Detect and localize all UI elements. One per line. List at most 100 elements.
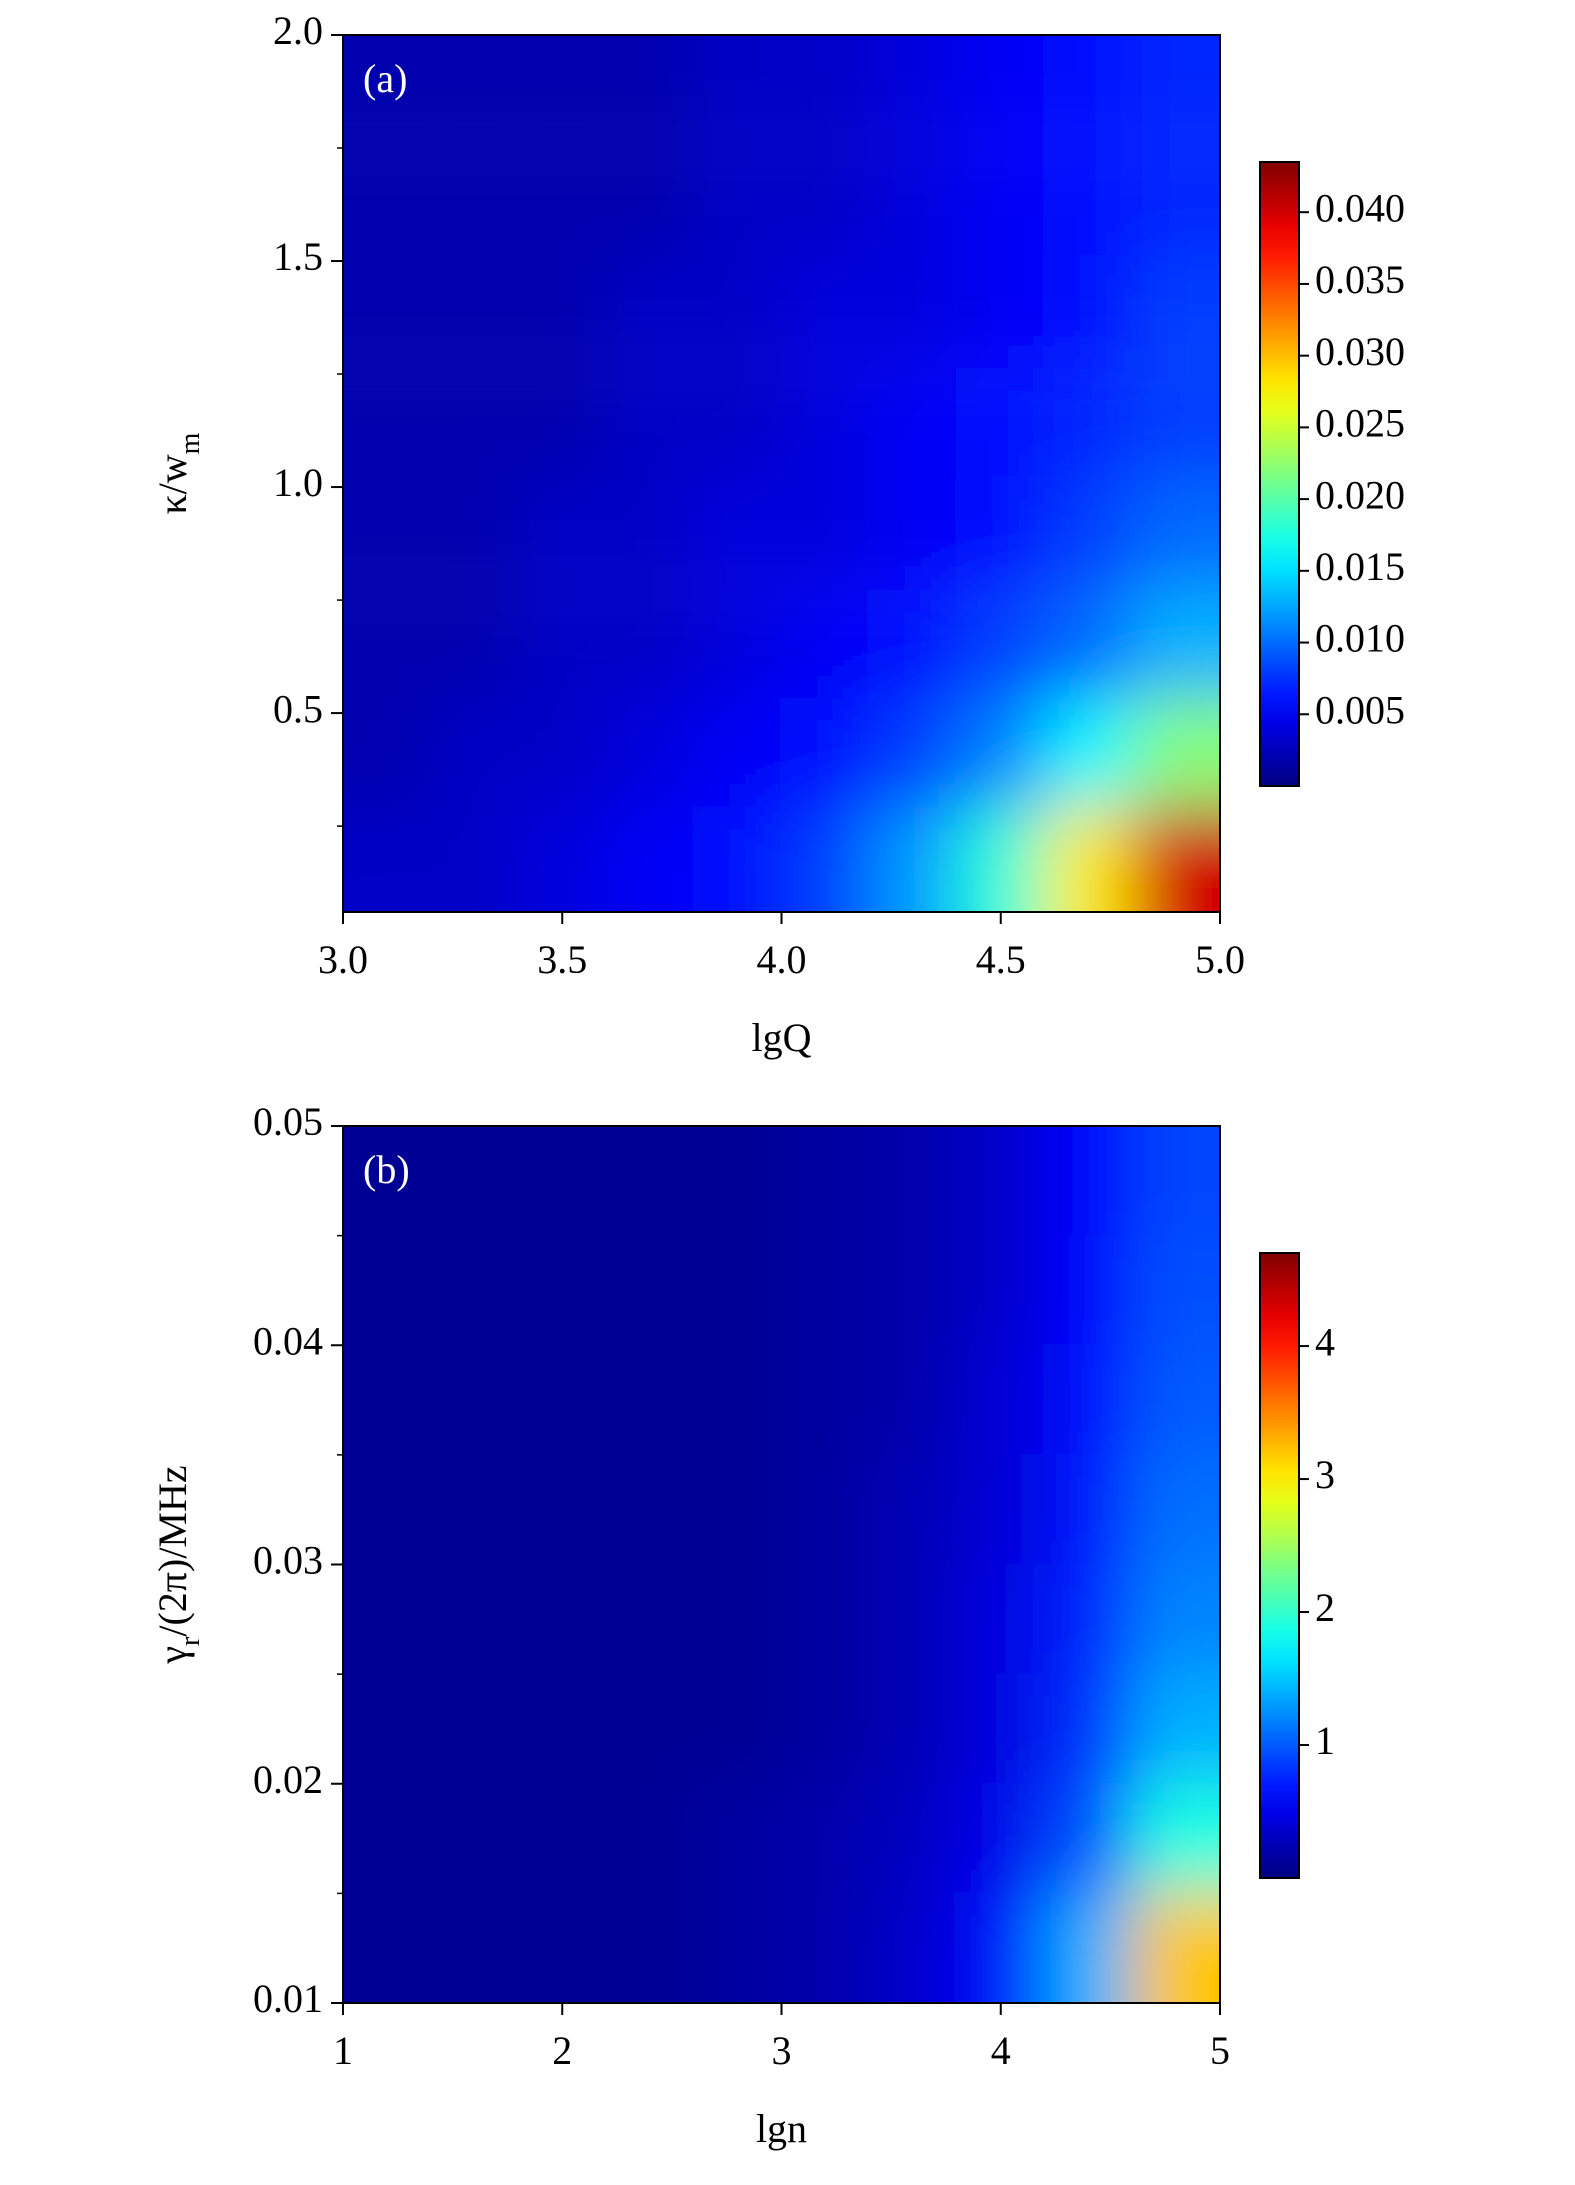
heatmap-cell: [868, 1344, 958, 1456]
heatmap-cell: [1043, 476, 1134, 589]
heatmap-cell: [343, 1453, 432, 1566]
heatmap-cell: [868, 254, 958, 367]
heatmap-cell: [343, 1344, 432, 1456]
heatmap-cell: [955, 1892, 1046, 2003]
y-tick-label: 2.0: [273, 8, 323, 53]
heatmap-cell: [1043, 146, 1134, 259]
heatmap-cell: [1131, 476, 1220, 589]
heatmap-cell: [1131, 1126, 1220, 1237]
heatmap-cell: [868, 1234, 958, 1347]
y-axis-label-part: r: [175, 1636, 206, 1646]
x-tick-label: 3.0: [318, 937, 368, 982]
heatmap-cell: [780, 1892, 871, 2003]
heatmap-cell: [343, 1126, 432, 1237]
heatmap-cell: [517, 1453, 608, 1566]
heatmap-cell: [1131, 1344, 1220, 1456]
heatmap-cell: [780, 35, 871, 146]
heatmap-cell: [1131, 1563, 1220, 1676]
heatmap-cell: [780, 367, 871, 480]
heatmap-cell: [955, 1344, 1046, 1456]
heatmap-cell: [605, 806, 695, 912]
heatmap-cell: [955, 1563, 1046, 1676]
heatmap-cell: [1131, 254, 1220, 367]
heatmap-cell: [1043, 806, 1134, 912]
heatmap-cell: [429, 1673, 520, 1785]
colorbar-tick-label: 0.040: [1315, 185, 1405, 230]
heatmap-cell: [1043, 1673, 1134, 1785]
heatmap-cell: [517, 1673, 608, 1785]
heatmap-cell: [343, 367, 432, 480]
heatmap-cell: [605, 1453, 695, 1566]
heatmap-cell: [343, 476, 432, 589]
y-axis-label-part: /(2π)/MHz: [150, 1465, 195, 1636]
colorbar-tick-label: 0.015: [1315, 544, 1405, 589]
heatmap-cell: [517, 367, 608, 480]
heatmap-cell: [429, 1892, 520, 2003]
heatmap-cell: [1043, 1344, 1134, 1456]
heatmap-cell: [429, 476, 520, 589]
x-tick-label: 4.5: [976, 937, 1026, 982]
heatmap-cell: [1043, 589, 1134, 702]
heatmap-cell: [1131, 1673, 1220, 1785]
heatmap-cell: [517, 1782, 608, 1895]
heatmap-cell: [343, 806, 432, 912]
heatmap-cell: [1043, 1234, 1134, 1347]
heatmap-cell: [343, 254, 432, 367]
heatmap-cell: [1043, 1453, 1134, 1566]
heatmap-cell: [429, 1563, 520, 1676]
heatmap-cell: [780, 1453, 871, 1566]
heatmap-cell: [780, 254, 871, 367]
x-tick-label: 3: [772, 2028, 792, 2073]
colorbar: [1259, 161, 1300, 787]
heatmap-cell: [692, 1782, 783, 1895]
heatmap-cell: [1131, 1892, 1220, 2003]
heatmap-cell: [955, 476, 1046, 589]
heatmap-cell: [868, 1673, 958, 1785]
colorbar-tick-label: 2: [1315, 1585, 1335, 1630]
heatmap-cell: [1131, 806, 1220, 912]
heatmap-cell: [955, 254, 1046, 367]
heatmap-cell: [1131, 146, 1220, 259]
heatmap-cell: [343, 146, 432, 259]
heatmap-cell: [868, 1892, 958, 2003]
heatmap-cell: [868, 589, 958, 702]
heatmap-cell: [1131, 1234, 1220, 1347]
heatmap-cell: [1043, 367, 1134, 480]
heatmap-cell: [429, 367, 520, 480]
heatmap: [343, 35, 1220, 912]
y-axis-label-part: γ: [150, 1646, 195, 1665]
heatmap-cell: [692, 1563, 783, 1676]
colorbar: [1259, 1252, 1300, 1879]
heatmap-cell: [692, 1234, 783, 1347]
heatmap-cell: [780, 697, 871, 810]
heatmap-cell: [692, 806, 783, 912]
heatmap-cell: [1043, 1782, 1134, 1895]
heatmap-cell: [343, 1234, 432, 1347]
colorbar-tick-label: 0.020: [1315, 472, 1405, 517]
heatmap-cell: [343, 589, 432, 702]
heatmap-cell: [780, 476, 871, 589]
heatmap-cell: [780, 1344, 871, 1456]
heatmap-cell: [780, 146, 871, 259]
heatmap-cell: [780, 1673, 871, 1785]
y-tick-label: 0.01: [253, 1976, 323, 2021]
heatmap-cell: [868, 697, 958, 810]
panel-label: (b): [363, 1147, 410, 1192]
heatmap-cell: [955, 697, 1046, 810]
heatmap-cell: [692, 35, 783, 146]
heatmap-cell: [605, 1673, 695, 1785]
heatmap-cell: [1043, 254, 1134, 367]
x-tick-label: 5: [1210, 2028, 1230, 2073]
heatmap-cell: [429, 35, 520, 146]
heatmap-cell: [955, 35, 1046, 146]
heatmap-cell: [692, 1453, 783, 1566]
heatmap-cell: [605, 146, 695, 259]
heatmap-cell: [780, 1126, 871, 1237]
heatmap-cell: [429, 589, 520, 702]
heatmap-cell: [955, 146, 1046, 259]
y-axis-label-part: m: [175, 432, 206, 454]
heatmap-cell: [955, 1126, 1046, 1237]
heatmap-cell: [605, 1126, 695, 1237]
heatmap-cell: [429, 1234, 520, 1347]
heatmap-cell: [517, 589, 608, 702]
